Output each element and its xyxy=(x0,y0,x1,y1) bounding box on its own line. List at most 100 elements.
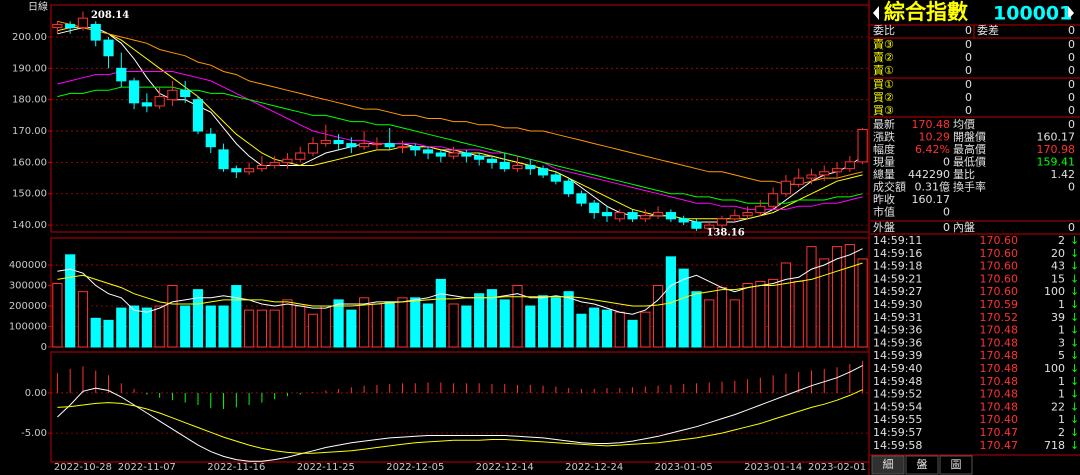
stat-value: 10.29 xyxy=(919,131,951,144)
volume-bar xyxy=(691,291,702,348)
tab[interactable] xyxy=(871,455,905,475)
candle-body xyxy=(729,215,740,220)
x-tick-label: 2022-12-14 xyxy=(476,462,534,473)
x-tick-label: 2022-11-16 xyxy=(207,462,265,473)
volume-bar xyxy=(371,303,383,348)
field-label: 委比 xyxy=(873,24,895,37)
volume-bar xyxy=(844,244,855,348)
indicator-line xyxy=(57,86,863,204)
field-label: 內盤 xyxy=(953,221,975,234)
indicator-line xyxy=(57,389,863,454)
candle-body xyxy=(780,180,792,195)
x-tick-label: 2023-01-05 xyxy=(655,462,713,473)
volume-bar xyxy=(141,307,152,348)
tab[interactable] xyxy=(939,455,973,475)
volume-bar xyxy=(244,309,255,348)
trade-direction: ↓ xyxy=(1070,362,1079,375)
x-tick-label: 2022-10-28 xyxy=(54,462,112,473)
order-label: 賣② xyxy=(873,50,894,64)
volume-bar xyxy=(831,246,843,348)
trade-volume: 5 xyxy=(1058,349,1065,362)
trade-direction: ↓ xyxy=(1070,336,1079,349)
volume-bar xyxy=(307,313,319,348)
trade-time: 14:59:48 xyxy=(873,375,922,388)
candle-body xyxy=(103,39,114,57)
candle-body xyxy=(474,155,485,160)
y-tick-label: 200000 xyxy=(9,301,47,312)
stat-value: 0 xyxy=(943,156,950,169)
volume-bar xyxy=(537,295,549,348)
volume-bar xyxy=(128,305,140,348)
candle-body xyxy=(269,161,280,167)
next-arrow[interactable] xyxy=(1068,6,1074,20)
candle-body xyxy=(333,139,344,145)
indicator-line xyxy=(57,27,863,223)
order-label: 買③ xyxy=(873,104,894,117)
tab-label[interactable]: 盤 xyxy=(917,458,928,471)
volume-bar xyxy=(704,299,715,348)
volume-bar xyxy=(269,309,280,348)
prev-arrow[interactable] xyxy=(873,6,879,20)
volume-bar xyxy=(116,307,127,348)
stat-value: 170.48 xyxy=(912,118,951,131)
candle-body xyxy=(65,23,76,29)
volume-bar xyxy=(486,289,498,348)
candle-body xyxy=(90,23,101,41)
y-tick-label: 100000 xyxy=(9,322,47,333)
volume-bar xyxy=(295,305,306,348)
volume-bar xyxy=(525,305,536,348)
volume-bar xyxy=(780,262,792,348)
order-price: 0 xyxy=(965,78,972,91)
candle-body xyxy=(397,146,408,149)
volume-bar xyxy=(205,305,216,348)
trade-time: 14:59:54 xyxy=(873,400,922,413)
trade-time: 14:59:16 xyxy=(873,247,922,260)
field-value: 0 xyxy=(965,24,972,37)
candle-body xyxy=(550,174,561,182)
order-volume: 0 xyxy=(1068,104,1075,117)
y-tick-label: 190.00 xyxy=(12,63,47,74)
stat-label: 量比 xyxy=(953,168,975,181)
candle-body xyxy=(141,102,152,107)
tab-label[interactable]: 細 xyxy=(883,458,894,471)
y-tick-label: 0 xyxy=(41,342,47,353)
volume-bar xyxy=(576,313,587,348)
candle-body xyxy=(755,205,766,214)
trade-price: 170.47 xyxy=(980,439,1019,452)
stat-label: 最高價 xyxy=(953,142,986,156)
trade-price: 170.40 xyxy=(980,413,1019,426)
tab[interactable] xyxy=(905,455,939,475)
volume-bar xyxy=(154,305,165,348)
stat-label: 總量 xyxy=(873,167,895,181)
trade-price: 170.47 xyxy=(980,426,1019,439)
trade-volume: 2 xyxy=(1058,234,1065,247)
trade-price: 170.48 xyxy=(980,336,1019,349)
trade-time: 14:59:18 xyxy=(873,260,922,273)
candle-body xyxy=(192,99,204,132)
stat-value: 160.17 xyxy=(1037,131,1076,144)
indicator-line xyxy=(57,20,863,185)
order-price: 0 xyxy=(965,51,972,64)
trade-volume: 3 xyxy=(1058,336,1065,349)
indicator-line xyxy=(57,71,863,210)
tab-label[interactable]: 圖 xyxy=(951,458,962,471)
order-price: 0 xyxy=(965,104,972,117)
order-price: 0 xyxy=(965,38,972,51)
trade-volume: 1 xyxy=(1058,375,1065,388)
trade-volume: 20 xyxy=(1051,247,1065,260)
trade-volume: 39 xyxy=(1051,311,1065,324)
volume-bar xyxy=(665,256,676,348)
trade-price: 170.48 xyxy=(980,375,1019,388)
order-label: 買② xyxy=(873,91,894,104)
candle-body xyxy=(640,215,651,220)
trade-time: 14:59:36 xyxy=(873,324,922,337)
candle-body xyxy=(371,143,383,146)
order-volume: 0 xyxy=(1068,38,1075,51)
volume-bar xyxy=(410,297,421,348)
field-label: 外盤 xyxy=(873,221,895,234)
order-volume: 0 xyxy=(1068,78,1075,91)
trade-direction: ↓ xyxy=(1070,413,1079,426)
trade-time: 14:59:21 xyxy=(873,272,922,285)
trade-price: 170.48 xyxy=(980,324,1019,337)
trade-price: 170.48 xyxy=(980,362,1019,375)
